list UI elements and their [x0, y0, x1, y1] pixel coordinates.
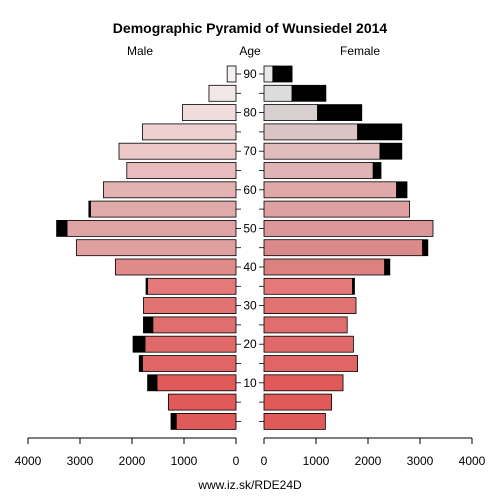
female-bar-40-44 [263, 258, 386, 276]
x-tick-label: 3000 [67, 454, 94, 468]
female-bar-10-14 [263, 374, 344, 392]
male-label: Male [127, 44, 153, 58]
male-bar-85-89 [208, 84, 237, 102]
female-excess-bar-40-44 [384, 258, 391, 276]
male-excess-bar-55-59 [88, 200, 91, 218]
male-bar-0-4 [175, 412, 237, 430]
x-tick-label: 4000 [459, 454, 486, 468]
male-excess-bar-25-29 [143, 316, 154, 334]
age-tick-label: 80 [243, 106, 257, 120]
female-excess-bar-60-64 [396, 181, 408, 199]
male-bar-70-74 [118, 142, 237, 160]
age-label: Age [239, 44, 261, 58]
male-bar-10-14 [156, 374, 237, 392]
chart-title: Demographic Pyramid of Wunsiedel 2014 [113, 20, 388, 36]
male-bar-90+ [226, 65, 237, 83]
female-bar-20-24 [263, 335, 354, 353]
male-bar-35-39 [147, 277, 237, 295]
female-bar-55-59 [263, 200, 411, 218]
female-bar-5-9 [263, 393, 332, 411]
male-bar-30-34 [143, 297, 237, 315]
bars-group [56, 65, 434, 430]
male-excess-bar-20-24 [132, 335, 146, 353]
male-bar-80-84 [182, 104, 237, 121]
male-bar-15-19 [141, 355, 237, 372]
x-tick-label: 1000 [303, 454, 330, 468]
female-bar-30-34 [263, 297, 357, 315]
x-tick-label: 2000 [119, 454, 146, 468]
female-bar-60-64 [263, 181, 398, 199]
x-tick-label: 1000 [171, 454, 198, 468]
female-bar-90+ [263, 65, 274, 83]
male-excess-bar-35-39 [145, 277, 148, 295]
female-bar-70-74 [263, 142, 381, 160]
male-bar-45-49 [75, 239, 237, 257]
male-bar-50-54 [66, 219, 237, 237]
female-bar-25-29 [263, 316, 348, 334]
female-bar-0-4 [263, 412, 326, 430]
female-bar-75-79 [263, 123, 358, 141]
age-tick-label: 20 [243, 337, 257, 351]
age-tick-label: 70 [243, 144, 257, 158]
female-bar-35-39 [263, 277, 353, 295]
female-bar-65-69 [263, 162, 374, 179]
x-tick-label: 0 [261, 454, 268, 468]
age-tick-label: 30 [243, 299, 257, 313]
axes-group: 10 20 30 40 50 60 70 80 90 4000 3000 2000 1000 0 0 1000… [15, 67, 486, 468]
female-excess-bar-45-49 [422, 239, 429, 257]
female-excess-bar-75-79 [357, 123, 403, 141]
female-excess-bar-85-89 [291, 84, 327, 102]
x-tick-label: 2000 [355, 454, 382, 468]
age-tick-label: 40 [243, 260, 257, 274]
male-bar-40-44 [114, 258, 237, 276]
female-excess-bar-80-84 [317, 104, 363, 121]
female-bar-80-84 [263, 104, 318, 121]
female-excess-bar-90+ [272, 65, 293, 83]
female-bar-45-49 [263, 239, 424, 257]
age-tick-label: 10 [243, 376, 257, 390]
male-excess-bar-50-54 [56, 219, 68, 237]
female-bar-50-54 [263, 219, 434, 237]
x-tick-label: 3000 [407, 454, 434, 468]
age-tick-label: 90 [243, 67, 257, 81]
x-tick-label: 0 [233, 454, 240, 468]
female-label: Female [340, 44, 380, 58]
male-bar-25-29 [152, 316, 237, 334]
female-bar-85-89 [263, 84, 293, 102]
male-bar-5-9 [167, 393, 237, 411]
male-bar-20-24 [144, 335, 237, 353]
male-bar-60-64 [103, 181, 237, 199]
male-excess-bar-15-19 [138, 355, 143, 372]
age-tick-label: 50 [243, 221, 257, 235]
male-excess-bar-10-14 [147, 374, 158, 392]
age-tick-label: 60 [243, 183, 257, 197]
male-bar-75-79 [141, 123, 237, 141]
female-excess-bar-65-69 [372, 162, 382, 179]
female-bar-15-19 [263, 355, 358, 372]
source-footer: www.iz.sk/RDE24D [197, 478, 302, 492]
male-bar-65-69 [126, 162, 237, 179]
male-excess-bar-0-4 [170, 412, 177, 430]
male-bar-55-59 [90, 200, 237, 218]
female-excess-bar-35-39 [351, 277, 355, 295]
x-tick-label: 4000 [15, 454, 42, 468]
female-excess-bar-70-74 [379, 142, 403, 160]
